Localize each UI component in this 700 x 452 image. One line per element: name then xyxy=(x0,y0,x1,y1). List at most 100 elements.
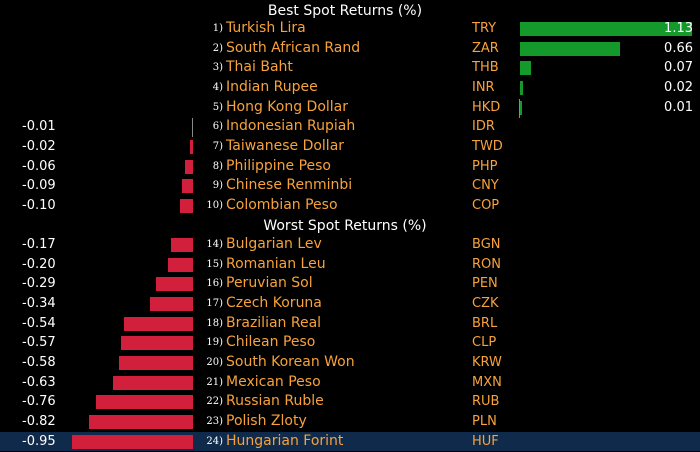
currency-name: South Korean Won xyxy=(226,353,355,370)
currency-row-ron[interactable]: 15) Romanian Leu RON -0.20 xyxy=(0,255,700,275)
currency-row-php[interactable]: 8) Philippine Peso PHP -0.06 xyxy=(0,157,700,177)
return-value: -0.34 xyxy=(22,295,56,311)
currency-code: BGN xyxy=(472,237,501,252)
currency-name: Chinese Renminbi xyxy=(226,177,353,194)
rank-label: 22) xyxy=(206,396,223,408)
currency-row-zar[interactable]: 2) South African Rand ZAR 0.66 xyxy=(0,39,700,59)
return-value: -0.58 xyxy=(22,354,56,370)
return-value: -0.17 xyxy=(22,237,56,252)
return-value: 0.01 xyxy=(664,99,693,115)
currency-row-rub[interactable]: 22) Russian Ruble RUB -0.76 xyxy=(0,392,700,412)
negative-bar-axis xyxy=(192,118,193,137)
negative-return-bar xyxy=(171,238,193,252)
currency-code: MXN xyxy=(472,374,502,390)
negative-return-bar xyxy=(181,179,193,194)
currency-row-krw[interactable]: 20) South Korean Won KRW -0.58 xyxy=(0,353,700,373)
rank-label: 18) xyxy=(206,317,223,329)
return-value: 1.13 xyxy=(664,21,693,36)
return-value: 0.66 xyxy=(664,40,693,56)
negative-return-bar xyxy=(124,316,193,331)
currency-code: BRL xyxy=(472,315,498,331)
currency-row-hkd[interactable]: 5) Hong Kong Dollar HKD 0.01 xyxy=(0,98,700,118)
currency-name: Chilean Peso xyxy=(226,334,316,351)
negative-return-bar xyxy=(72,434,193,449)
currency-name: South African Rand xyxy=(226,39,361,56)
return-value: -0.02 xyxy=(22,138,56,154)
negative-return-bar xyxy=(156,277,193,292)
negative-return-bar xyxy=(120,336,193,351)
rank-label: 23) xyxy=(206,415,223,427)
currency-code: THB xyxy=(472,60,499,76)
currency-name: Mexican Peso xyxy=(226,373,321,390)
rank-label: 24) xyxy=(206,435,223,447)
currency-name: Bulgarian Lev xyxy=(226,236,322,252)
positive-return-bar xyxy=(520,80,524,95)
negative-return-bar xyxy=(190,139,193,154)
negative-return-bar xyxy=(96,395,193,410)
return-value: -0.82 xyxy=(22,413,56,429)
currency-name: Taiwanese Dollar xyxy=(226,137,345,154)
currency-code: CZK xyxy=(472,295,499,311)
rank-label: 10) xyxy=(206,199,223,211)
currency-row-try[interactable]: 1) Turkish Lira TRY 1.13 xyxy=(0,19,700,39)
currency-name: Indian Rupee xyxy=(226,78,318,95)
currency-code: ZAR xyxy=(472,40,499,56)
rank-label: 1) xyxy=(212,23,223,34)
currency-name: Turkish Lira xyxy=(226,20,306,36)
rank-label: 17) xyxy=(206,297,223,309)
currency-row-czk[interactable]: 17) Czech Koruna CZK -0.34 xyxy=(0,294,700,314)
currency-code: CNY xyxy=(472,178,499,194)
currency-name: Philippine Peso xyxy=(226,157,331,174)
currency-row-mxn[interactable]: 21) Mexican Peso MXN -0.63 xyxy=(0,373,700,393)
positive-return-bar xyxy=(520,22,692,36)
currency-row-twd[interactable]: 7) Taiwanese Dollar TWD -0.02 xyxy=(0,137,700,157)
currency-code: PLN xyxy=(472,413,497,429)
rank-label: 7) xyxy=(212,140,223,152)
rank-label: 6) xyxy=(212,121,223,133)
currency-row-inr[interactable]: 4) Indian Rupee INR 0.02 xyxy=(0,78,700,98)
return-value: -0.29 xyxy=(22,276,56,292)
currency-row-pen[interactable]: 16) Peruvian Sol PEN -0.29 xyxy=(0,274,700,294)
worst-returns-heading: Worst Spot Returns (%) xyxy=(263,218,427,234)
currency-code: RON xyxy=(472,256,501,272)
currency-row-huf[interactable]: 24) Hungarian Forint HUF -0.95 xyxy=(0,431,700,452)
currency-name: Polish Zloty xyxy=(226,412,307,429)
best-returns-heading: Best Spot Returns (%) xyxy=(267,3,423,19)
return-value: -0.57 xyxy=(22,335,56,351)
currency-row-bgn[interactable]: 14) Bulgarian Lev BGN -0.17 xyxy=(0,235,700,255)
rank-label: 3) xyxy=(212,62,223,74)
return-value: -0.06 xyxy=(22,158,56,174)
currency-row-idr[interactable]: 6) Indonesian Rupiah IDR -0.01 xyxy=(0,117,700,137)
currency-row-brl[interactable]: 18) Brazilian Real BRL -0.54 xyxy=(0,314,700,334)
currency-code: PEN xyxy=(472,276,498,292)
currency-code: COP xyxy=(472,197,500,213)
negative-return-bar xyxy=(167,257,193,272)
return-value: -0.76 xyxy=(22,394,56,410)
rank-label: 4) xyxy=(212,81,223,93)
currency-row-clp[interactable]: 19) Chilean Peso CLP -0.57 xyxy=(0,333,700,353)
rank-label: 14) xyxy=(206,239,223,250)
currency-row-pln[interactable]: 23) Polish Zloty PLN -0.82 xyxy=(0,412,700,432)
positive-bar-axis xyxy=(519,99,520,118)
rank-label: 2) xyxy=(212,42,223,54)
currency-name: Brazilian Real xyxy=(226,314,322,331)
currency-code: CLP xyxy=(472,335,497,351)
return-value: -0.10 xyxy=(22,197,56,213)
currency-code: RUB xyxy=(472,394,500,410)
currency-name: Romanian Leu xyxy=(226,255,326,272)
currency-code: IDR xyxy=(472,119,495,135)
currency-code: HUF xyxy=(472,433,499,449)
rank-label: 19) xyxy=(206,337,223,349)
currency-row-thb[interactable]: 3) Thai Baht THB 0.07 xyxy=(0,58,700,78)
return-value: -0.20 xyxy=(22,256,56,272)
return-value: -0.95 xyxy=(22,433,56,449)
return-value: -0.09 xyxy=(22,178,56,194)
currency-code: PHP xyxy=(472,158,498,174)
currency-name: Czech Koruna xyxy=(226,294,322,311)
negative-return-bar xyxy=(185,159,193,174)
currency-row-cny[interactable]: 9) Chinese Renminbi CNY -0.09 xyxy=(0,176,700,196)
currency-code: TRY xyxy=(472,21,497,36)
currency-row-cop[interactable]: 10) Colombian Peso COP -0.10 xyxy=(0,196,700,216)
currency-name: Russian Ruble xyxy=(226,393,324,410)
currency-name: Peruvian Sol xyxy=(226,275,313,292)
